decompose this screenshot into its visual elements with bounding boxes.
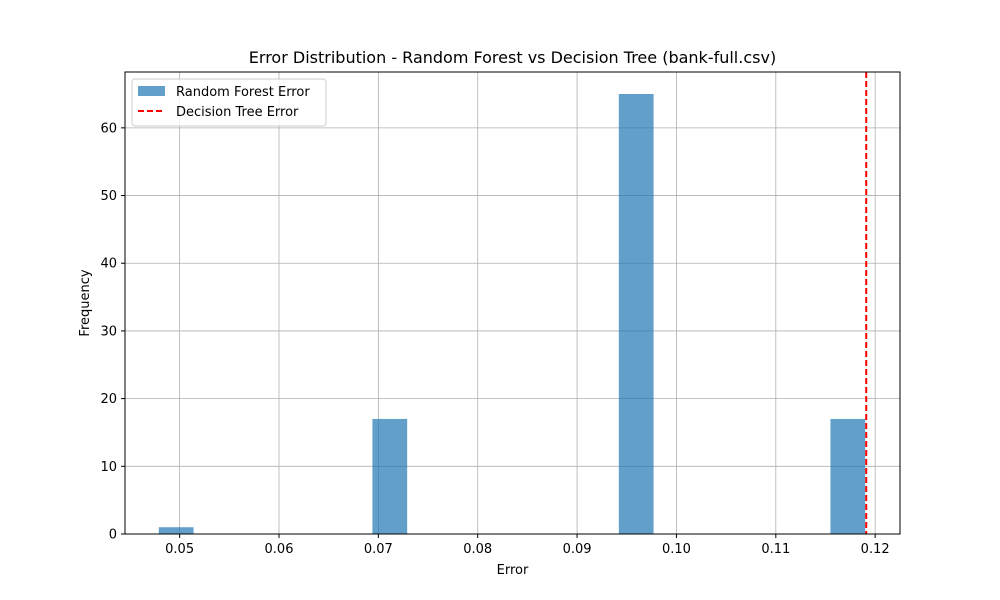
histogram-bar: [158, 527, 194, 534]
x-tick-label: 0.06: [265, 542, 294, 557]
grid: [125, 72, 900, 535]
plot-area: [124, 71, 901, 535]
x-axis-label: Error: [497, 563, 529, 578]
x-tick-label: 0.09: [563, 542, 592, 557]
legend-box: [131, 78, 327, 127]
x-tick-label: 0.08: [463, 542, 492, 557]
y-tick-label: 50: [100, 189, 117, 204]
y-axis-ticks: 0 10 20 30 40 50 60: [100, 121, 125, 543]
y-tick-label: 30: [100, 324, 117, 339]
x-tick-label: 0.12: [861, 542, 890, 557]
x-tick-label: 0.11: [761, 542, 790, 557]
y-tick-label: 60: [100, 121, 117, 136]
legend-label-random-forest: Random Forest Error: [176, 85, 310, 100]
y-tick-label: 20: [100, 392, 117, 407]
histogram-bars: [158, 94, 866, 534]
y-tick-label: 40: [100, 257, 117, 272]
legend-label-decision-tree: Decision Tree Error: [176, 105, 299, 120]
histogram-bar: [618, 94, 654, 534]
x-tick-label: 0.05: [165, 542, 194, 557]
legend: Random Forest Error Decision Tree Error: [131, 78, 327, 127]
x-tick-label: 0.07: [364, 542, 393, 557]
x-axis-ticks: 0.05 0.06 0.07 0.08 0.09 0.10 0.11 0.12: [165, 534, 890, 557]
histogram-bar: [372, 418, 408, 534]
x-tick-label: 0.10: [662, 542, 691, 557]
legend-swatch-random-forest: [138, 86, 165, 96]
y-tick-label: 10: [100, 460, 117, 475]
histogram-bar: [830, 418, 866, 534]
chart-title: Error Distribution - Random Forest vs De…: [249, 48, 776, 67]
y-tick-label: 0: [109, 528, 117, 543]
y-axis-label: Frequency: [78, 269, 93, 336]
